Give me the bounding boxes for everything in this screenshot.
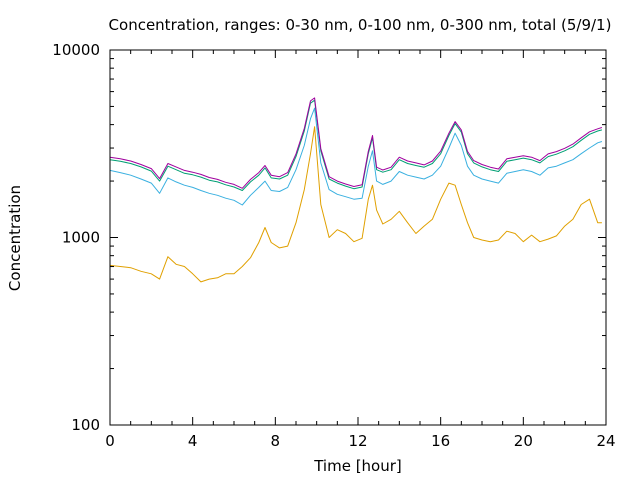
- y-tick-label: 100: [71, 416, 100, 434]
- x-tick-label: 0: [105, 432, 115, 450]
- x-tick-label: 16: [431, 432, 450, 450]
- x-axis-label: Time [hour]: [313, 457, 402, 475]
- series-line-4: [109, 97, 603, 189]
- series-line-1: [109, 126, 602, 283]
- tick-labels: 0 4 8 12 16 20 24 100 1000 10000: [52, 41, 615, 450]
- y-tick-label: 1000: [62, 229, 100, 247]
- x-tick-label: 4: [188, 432, 198, 450]
- x-tick-label: 20: [514, 432, 533, 450]
- chart-title: Concentration, ranges: 0-30 nm, 0-100 nm…: [109, 16, 612, 34]
- y-tick-label: 10000: [52, 41, 100, 59]
- series-line-2: [109, 107, 603, 206]
- plot-frame: [109, 49, 607, 426]
- x-tick-label: 24: [596, 432, 615, 450]
- series-lines: [109, 97, 603, 283]
- y-axis-label: Concentration: [6, 185, 24, 291]
- x-tick-label: 12: [348, 432, 367, 450]
- x-tick-label: 8: [271, 432, 281, 450]
